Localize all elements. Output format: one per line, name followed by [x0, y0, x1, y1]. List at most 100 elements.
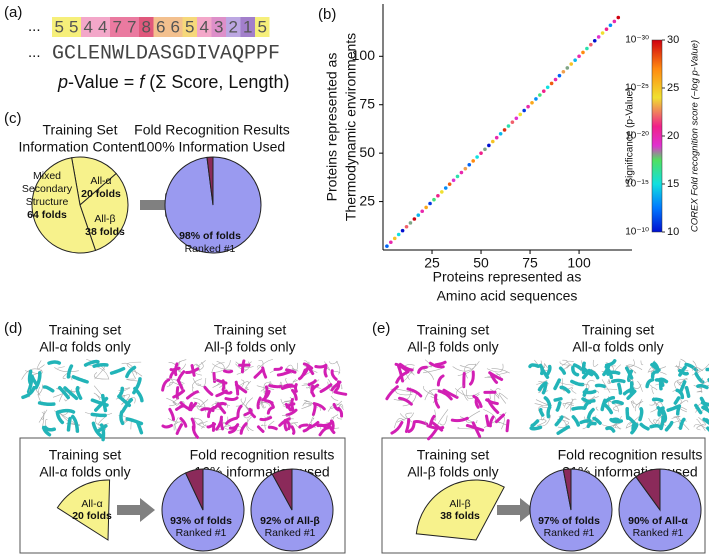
score: 6	[171, 17, 180, 36]
score-box	[139, 17, 154, 37]
coil	[613, 422, 622, 429]
coil	[177, 401, 185, 405]
ribbon	[330, 369, 338, 381]
point	[420, 209, 425, 214]
coil	[62, 372, 68, 379]
coil	[95, 415, 109, 426]
coil	[591, 368, 596, 373]
coil	[223, 425, 230, 430]
coil	[198, 399, 209, 408]
ribbon	[468, 370, 475, 386]
coil	[602, 415, 622, 427]
coil	[534, 403, 543, 407]
coil	[246, 418, 250, 432]
coil	[257, 358, 274, 370]
coil	[196, 406, 207, 411]
ribbon	[610, 378, 626, 384]
point	[475, 155, 479, 159]
coil	[330, 395, 339, 401]
score: 7	[127, 17, 136, 36]
ribbon	[236, 404, 243, 419]
ribbon	[558, 366, 567, 376]
ribbon	[705, 367, 709, 372]
ribbon	[417, 365, 428, 374]
box-title: All-β folds only	[407, 464, 498, 480]
coil	[303, 399, 310, 403]
ribbon	[648, 424, 662, 429]
coil	[246, 416, 254, 432]
coil	[693, 385, 702, 389]
formula-part: -Value =	[68, 72, 139, 92]
ribbon	[579, 419, 592, 425]
formula-part: (Σ Score, Length)	[144, 72, 289, 92]
coil	[166, 397, 177, 407]
ribbon	[133, 386, 144, 403]
coil	[630, 400, 635, 409]
ribbon	[543, 396, 552, 408]
coil	[674, 378, 688, 389]
point	[573, 58, 577, 62]
ribbon	[66, 364, 74, 379]
coil	[651, 387, 658, 395]
ribbon	[209, 404, 219, 412]
point	[483, 147, 487, 152]
point	[440, 190, 444, 194]
ribbon	[256, 396, 262, 410]
ribbon	[652, 361, 660, 373]
colorbar-title: Significance (p-Value)	[625, 87, 636, 184]
score-box	[81, 17, 96, 37]
ribbon	[298, 423, 309, 429]
ribbon	[407, 421, 416, 434]
ribbon	[239, 422, 248, 435]
point	[557, 73, 562, 78]
coil	[329, 400, 343, 409]
ribbon	[664, 420, 674, 432]
point	[412, 217, 417, 221]
coil	[567, 360, 574, 366]
coil	[301, 404, 312, 410]
ribbon	[450, 416, 469, 423]
point	[443, 186, 448, 190]
score-box	[182, 17, 197, 37]
coil	[439, 415, 448, 426]
point	[471, 159, 475, 163]
ribbon	[629, 422, 639, 435]
point	[561, 69, 566, 74]
point	[506, 124, 511, 128]
results-title: Fold recognition results	[190, 447, 335, 463]
ribbon	[627, 369, 634, 383]
ribbon	[56, 408, 76, 414]
score-box	[168, 17, 183, 37]
ribbon	[90, 412, 107, 418]
coil	[174, 417, 179, 425]
ribbon	[276, 370, 292, 377]
ribbon	[179, 401, 191, 411]
pie-slice	[635, 468, 661, 512]
ribbon	[283, 383, 294, 388]
colorbar-p-label: 10⁻³⁰	[625, 35, 649, 46]
ribbon	[293, 383, 298, 393]
point	[502, 128, 507, 132]
ribbon	[42, 385, 55, 393]
score-box	[95, 17, 110, 37]
coil	[37, 384, 43, 396]
ribbon	[63, 386, 79, 401]
coil	[402, 391, 417, 407]
coil	[452, 361, 480, 372]
ribbon	[310, 383, 320, 394]
ribbon	[268, 384, 284, 389]
ribbon	[175, 386, 180, 400]
score-box	[66, 17, 81, 37]
group-title: Training set	[417, 322, 490, 338]
ribbon	[99, 423, 106, 442]
score-box	[240, 17, 255, 37]
coil	[281, 415, 291, 423]
ribbon	[307, 379, 317, 387]
coil	[37, 360, 45, 370]
ribbon	[678, 380, 687, 395]
coil	[192, 378, 203, 389]
ribbon	[119, 410, 125, 426]
coil	[562, 403, 574, 407]
wedge-value: 38 folds	[440, 510, 480, 522]
group-title: All-β folds only	[407, 339, 498, 355]
